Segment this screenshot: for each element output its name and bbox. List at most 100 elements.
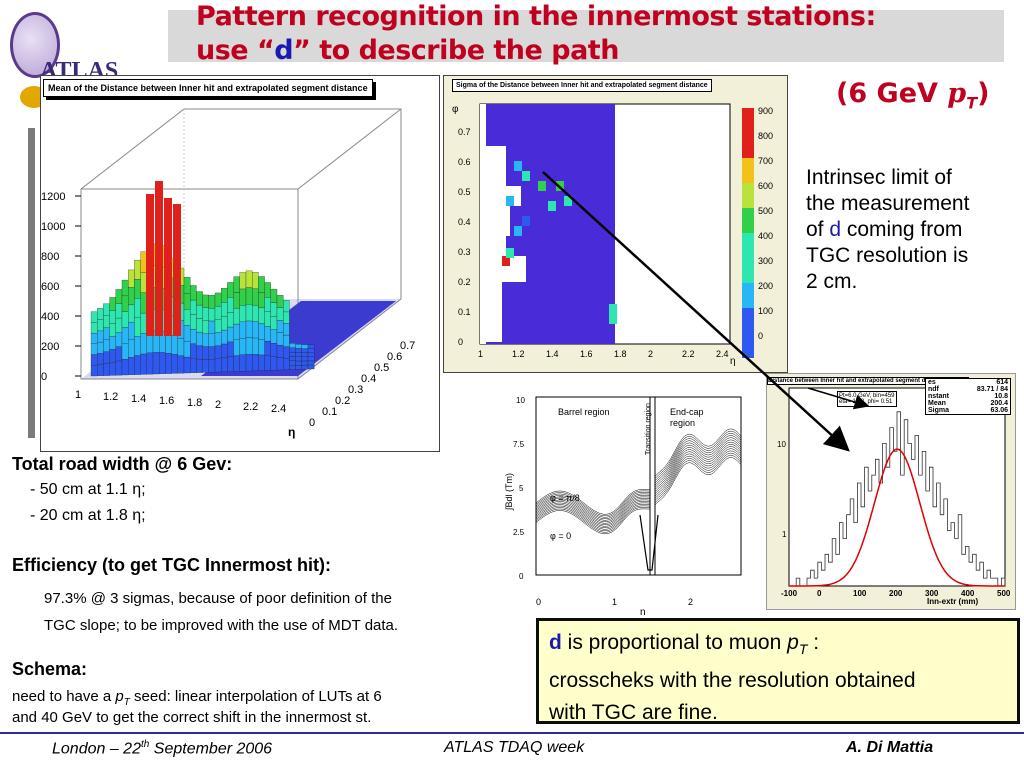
hist-y-tick: 10 — [777, 440, 786, 449]
colz-cell — [486, 186, 521, 206]
lego-bar — [134, 259, 141, 280]
colz-x-tick: 1.8 — [614, 349, 627, 359]
lego-bar — [252, 272, 259, 289]
limit-line-3-post: coming from — [841, 218, 963, 241]
lego-bar — [283, 323, 290, 336]
lego-bar — [109, 310, 116, 324]
field-y-tick: 10 — [516, 396, 525, 405]
lego-bar — [214, 292, 222, 307]
lego-bar — [289, 351, 296, 357]
colz-cell — [514, 161, 522, 171]
lego-bar — [190, 328, 197, 344]
lego-bar — [159, 352, 166, 374]
lego-bar — [276, 295, 284, 308]
lego-bar — [208, 346, 216, 360]
lego-bar — [165, 353, 172, 374]
footer-left-post: September 2006 — [149, 740, 273, 758]
lego-bar — [183, 309, 191, 326]
hist-stat-key: ndf — [928, 386, 939, 393]
lego-bar — [233, 339, 240, 356]
colz-y-tick: 0.2 — [458, 277, 471, 287]
colz-y-tick: 0.7 — [458, 127, 471, 137]
field-endcap-label-1: End-cap — [670, 407, 704, 417]
note-sub: T — [798, 641, 808, 658]
lego-bar — [239, 305, 247, 322]
lego-bar — [140, 292, 147, 314]
lego-bar — [115, 303, 123, 319]
lego-bar — [227, 282, 234, 298]
colz-cell — [486, 146, 506, 186]
schema-line-1: need to have a pT seed: linear interpola… — [12, 688, 382, 708]
colz-palette-swatch — [742, 283, 754, 308]
colz-z-tick: 400 — [758, 231, 773, 241]
lego-bar — [227, 297, 234, 313]
lego-z-tick: 600 — [41, 281, 59, 293]
lego-bar — [307, 344, 315, 349]
footer-right: A. Di Mattia — [846, 739, 934, 756]
lego-bar — [258, 354, 265, 371]
lego-bar — [196, 345, 203, 360]
lego-bar — [128, 304, 135, 323]
hist-x-tick: 0 — [817, 589, 822, 598]
footer-left: London – 22th September 2006 — [52, 739, 272, 758]
colz-cell — [548, 201, 556, 211]
lego-bar — [196, 318, 203, 333]
lego-bar — [140, 251, 147, 273]
colz-x-tick: 1.2 — [512, 349, 525, 359]
lego-bar — [233, 292, 240, 309]
lego-bar — [239, 321, 247, 339]
colz-cell — [522, 171, 530, 181]
lego-bar — [103, 339, 110, 352]
title-line-2: use “d” to describe the path — [196, 34, 996, 68]
field-phi-2: φ = 0 — [550, 531, 571, 541]
lego-bar — [128, 322, 135, 340]
schema-sub: T — [123, 697, 130, 708]
lego-bar — [301, 360, 309, 366]
hist-stats-box: es 614 ndf 83.71 / 84 nstant 10.8 Mean 200.4 Sig… — [925, 378, 1011, 415]
hist-stat-key: Mean — [928, 400, 946, 407]
colz-x-tick: 1.6 — [580, 349, 593, 359]
lego-z-axis: 1200 1000 800 600 400 200 0 — [41, 191, 81, 383]
lego-bar — [276, 320, 284, 333]
colz-z-tick: 0 — [758, 331, 763, 341]
lego-bar — [301, 356, 309, 362]
colz-plot-frame: 0.7 0.6 0.5 0.4 0.3 0.2 0.1 0 1 1.2 1.4 1.6 1.8 2 2.2… — [443, 75, 788, 373]
lego-bar — [103, 363, 110, 376]
colz-y-tick: 0.5 — [458, 187, 471, 197]
lego-bar — [202, 320, 209, 334]
lego-bar — [276, 357, 284, 371]
lego-bar — [103, 303, 110, 316]
hist-stat-row: es 614 — [926, 379, 1010, 386]
lego-bar — [190, 343, 197, 359]
lego-bar — [295, 352, 302, 357]
hist-x-axis: -100 0 100 200 300 400 500 — [781, 589, 1011, 598]
colz-cell — [506, 248, 514, 258]
limit-line-4: TGC resolution is — [806, 244, 969, 267]
field-dip — [639, 514, 659, 571]
lego-bar — [264, 296, 271, 312]
lego-bar — [109, 297, 116, 311]
lego-bar — [90, 365, 98, 377]
lego-bar — [239, 338, 247, 355]
lego-bar — [283, 311, 290, 324]
colz-x-label: η — [730, 356, 736, 367]
lego-bar — [233, 308, 240, 325]
lego-bar — [115, 289, 123, 304]
hist-plot-frame: 10 1 -100 0 100 200 300 400 500 Inn-extr (mm) D… — [766, 373, 1016, 610]
title-line-2-pre: use “ — [196, 35, 275, 66]
lego-bar — [245, 270, 253, 288]
title-line-1: Pattern recognition in the innermost sta… — [196, 1, 876, 32]
lego-bar — [183, 356, 191, 374]
colz-z-tick: 600 — [758, 181, 773, 191]
colz-palette-swatch — [742, 333, 754, 358]
lego-bar — [252, 337, 259, 355]
lego-bar — [146, 352, 154, 375]
footer-left-sup: th — [140, 739, 150, 750]
efficiency-line-1: 97.3% @ 3 sigmas, because of poor defini… — [44, 590, 392, 607]
note-box: d is proportional to muon pT : crosschek… — [536, 618, 1020, 724]
lego-plot-svg: 1200 1000 800 600 400 200 0 1 1.2 1.4 1.6 1.8 2 2.2 2… — [41, 108, 415, 439]
lego-bar — [115, 332, 123, 347]
lego-bar — [295, 365, 302, 370]
hist-stat-value: 10.8 — [994, 393, 1008, 400]
lego-x-label: η — [288, 425, 295, 439]
